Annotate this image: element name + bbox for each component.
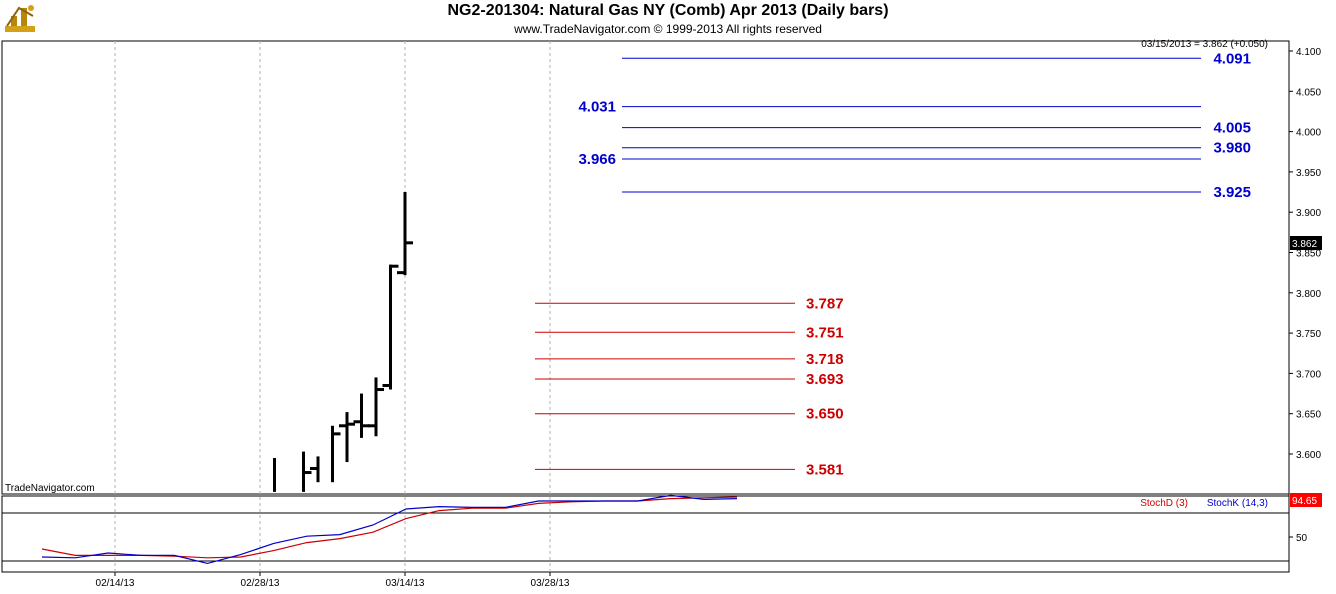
trade-navigator-logo-icon	[5, 5, 35, 32]
last-price-info: 03/15/2013 = 3.862 (+0.050)	[1141, 39, 1268, 50]
ohlc-bar-4	[339, 412, 355, 463]
stoch-k-line	[41, 494, 738, 565]
stoch-d-line	[41, 496, 738, 559]
blue-level-label-1: 4.031	[578, 99, 616, 116]
stoch-last-value-box	[1290, 493, 1322, 507]
blue-level-label-0: 4.091	[1213, 50, 1251, 67]
y-tick-label-5: 3.850	[1296, 249, 1321, 260]
y-tick-label-3: 3.750	[1296, 329, 1321, 340]
red-level-label-0: 3.787	[806, 295, 844, 312]
y-tick-label-4: 3.800	[1296, 289, 1321, 300]
stoch-k-legend: StochK (14,3)	[1207, 498, 1268, 509]
x-tick-label-1: 02/28/13	[241, 578, 280, 589]
chart-title: NG2-201304: Natural Gas NY (Comb) Apr 20…	[447, 2, 889, 19]
y-tick-label-7: 3.950	[1296, 168, 1321, 179]
blue-level-lines: 4.091 4.031 4.005 3.980 3.966 3.925	[578, 50, 1251, 201]
ohlc-bar-1	[302, 451, 312, 492]
y-tick-label-10: 4.100	[1296, 47, 1321, 58]
y-axis: 3.600 3.650 3.700 3.750 3.800 3.850 3.900 3.950…	[1289, 47, 1321, 461]
ohlc-bar-7	[382, 264, 399, 390]
ohlc-bar-3	[331, 425, 341, 483]
y-tick-label-6: 3.900	[1296, 208, 1321, 219]
last-price-label: 3.862	[1292, 239, 1317, 250]
red-level-label-2: 3.718	[806, 351, 844, 368]
ohlc-bar-6	[368, 377, 384, 437]
blue-level-label-2: 4.005	[1213, 120, 1251, 137]
price-panel	[1, 40, 1290, 495]
stoch-last-value-label: 94.65	[1292, 496, 1317, 507]
red-level-label-1: 3.751	[806, 324, 844, 341]
blue-level-label-5: 3.925	[1213, 184, 1251, 201]
red-level-label-4: 3.650	[806, 406, 844, 423]
x-tick-label-2: 03/14/13	[386, 578, 425, 589]
stoch-y-tick-label: 50	[1296, 533, 1308, 544]
vertical-gridlines	[114, 41, 551, 572]
x-tick-label-0: 02/14/13	[96, 578, 135, 589]
stochastic-lines	[2, 494, 1289, 565]
blue-level-label-3: 3.980	[1213, 140, 1251, 157]
y-tick-label-8: 4.000	[1296, 128, 1321, 139]
stoch-d-legend: StochD (3)	[1140, 498, 1188, 509]
red-level-label-5: 3.581	[806, 461, 844, 478]
y-tick-label-2: 3.700	[1296, 369, 1321, 380]
x-axis: 02/14/13 02/28/13 03/14/13 03/28/13	[96, 572, 570, 589]
blue-level-label-4: 3.966	[578, 151, 616, 168]
ohlc-bar-2	[310, 456, 320, 483]
red-level-label-3: 3.693	[806, 371, 844, 388]
last-price-box	[1290, 236, 1322, 250]
ohlc-bars	[273, 192, 413, 492]
y-tick-label-0: 3.600	[1296, 450, 1321, 461]
red-level-lines: 3.787 3.751 3.718 3.693 3.650 3.581	[535, 295, 844, 478]
watermark: TradeNavigator.com	[5, 483, 95, 494]
ohlc-bar-5	[353, 393, 370, 438]
ohlc-bar-8	[397, 192, 413, 276]
y-tick-label-9: 4.050	[1296, 87, 1321, 98]
copyright-notice: www.TradeNavigator.com © 1999-2013 All r…	[514, 22, 822, 36]
y-tick-label-1: 3.650	[1296, 410, 1321, 421]
x-tick-label-3: 03/28/13	[531, 578, 570, 589]
